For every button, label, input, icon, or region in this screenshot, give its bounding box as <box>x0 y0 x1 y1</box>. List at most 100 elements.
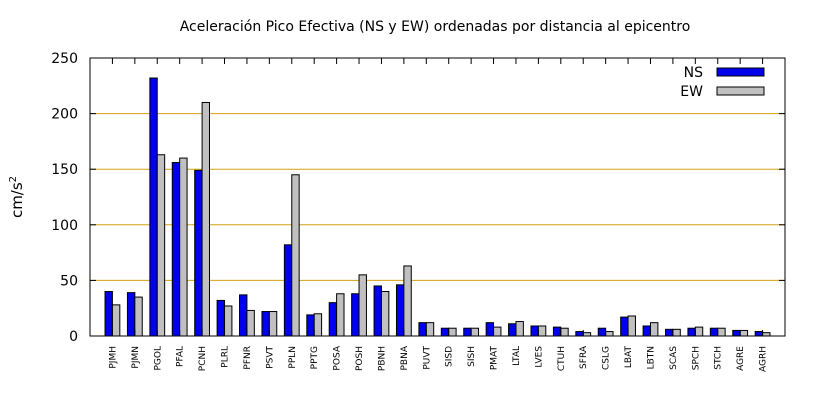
legend-swatch-ew <box>716 86 765 96</box>
x-category-label: PCNH <box>198 346 208 371</box>
bar-ew-puvt <box>425 322 435 337</box>
x-category-label: PFNR <box>243 346 253 370</box>
bar-ew-pjmn <box>134 296 143 337</box>
bar-ew-plrl <box>224 305 233 337</box>
x-category-label: SPCH <box>691 346 701 370</box>
x-category-label: STCH <box>714 346 724 370</box>
bar-ns-ctuh <box>552 326 562 337</box>
bar-ew-scas <box>672 328 681 337</box>
bar-ew-psvt <box>268 311 278 337</box>
bar-ns-pptg <box>306 314 315 337</box>
bar-ns-psvt <box>261 311 270 337</box>
bar-ns-sish <box>463 327 472 337</box>
legend-swatch-ns <box>716 67 765 77</box>
x-category-label: SISH <box>467 346 477 367</box>
bar-ns-stch <box>709 327 719 337</box>
bar-ns-posh <box>351 293 360 337</box>
bar-ew-pbnh <box>380 291 390 337</box>
bar-ns-pcnh <box>194 169 203 337</box>
x-category-label: SCAS <box>669 346 679 370</box>
bar-ew-spch <box>694 326 704 337</box>
x-category-label: LBTN <box>646 346 656 369</box>
x-category-label: PGOL <box>153 346 163 371</box>
bar-ew-pmat <box>493 326 502 337</box>
bar-ns-ppln <box>283 244 293 337</box>
bar-ns-lbtn <box>642 325 651 337</box>
bar-ew-lbat <box>627 315 636 337</box>
x-category-label: POSH <box>355 346 365 371</box>
x-category-label: LVES <box>534 346 544 368</box>
bar-ns-pfnr <box>239 294 248 337</box>
bar-ew-lbtn <box>649 322 659 337</box>
legend: NS EW <box>680 65 765 100</box>
x-category-label: PJMN <box>131 346 141 369</box>
x-category-label: LTAL <box>512 346 522 366</box>
x-category-label: PFAL <box>176 346 186 367</box>
y-tick-label: 0 <box>69 329 78 345</box>
bar-ns-spch <box>687 327 696 337</box>
x-category-label: LBAT <box>624 346 634 369</box>
bar-ew-lves <box>537 325 547 337</box>
bar-ns-puvt <box>418 322 427 337</box>
bar-ew-posh <box>358 274 367 337</box>
bar-ew-agrh <box>762 332 771 337</box>
bar-ew-agre <box>739 329 749 337</box>
x-category-label: AGRE <box>736 346 746 371</box>
bars <box>104 77 771 337</box>
bar-ns-pjmh <box>104 291 113 337</box>
bar-ns-plrl <box>216 299 226 337</box>
legend-label-ew: EW <box>680 84 703 100</box>
bar-ew-ltal <box>515 321 524 337</box>
bar-ns-pbna <box>395 284 405 337</box>
x-category-label: PLRL <box>221 346 231 368</box>
bar-ns-sisd <box>440 327 450 337</box>
y-axis-ticks: 0 50 100 150 200 250 <box>51 51 785 345</box>
bar-ew-ppln <box>291 174 300 337</box>
bar-ew-sisd <box>448 327 457 337</box>
legend-label-ns: NS <box>684 65 703 81</box>
bar-ns-agre <box>732 329 741 337</box>
bar-ns-lves <box>530 325 539 337</box>
x-category-label: PJMH <box>108 346 118 369</box>
x-category-label: PPLN <box>288 346 298 369</box>
bar-ns-pgol <box>149 77 158 337</box>
bar-ns-sfra <box>575 331 584 337</box>
bar-ew-pfal <box>179 157 188 337</box>
x-category-label: PSVT <box>265 346 275 369</box>
chart-title: Aceleración Pico Efectiva (NS y EW) orde… <box>180 19 691 35</box>
y-tick-label: 100 <box>51 218 78 234</box>
x-category-label: CTUH <box>557 346 567 371</box>
y-tick-label: 50 <box>60 273 78 289</box>
x-category-label: PBNH <box>377 346 387 371</box>
bar-ew-cslg <box>605 331 614 337</box>
x-category-label: PUVT <box>422 346 432 370</box>
y-tick-label: 250 <box>51 51 78 67</box>
y-tick-label: 150 <box>51 162 78 178</box>
bar-ew-pbna <box>403 265 412 337</box>
bar-ew-sfra <box>582 332 592 337</box>
x-category-label: PMAT <box>490 346 500 371</box>
bar-ew-pptg <box>313 313 323 337</box>
bar-ns-posa <box>328 302 338 337</box>
bar-ns-lbat <box>620 316 629 337</box>
bar-ns-pbnh <box>373 285 382 337</box>
bar-ns-ltal <box>508 323 517 337</box>
x-category-label: CSLG <box>602 346 612 370</box>
x-category-label: SISD <box>445 346 455 367</box>
x-axis-categories: PJMH PJMN PGOL PFAL PCNH PLRL PFNR PSVT PPLN PPTG… <box>108 58 769 372</box>
bar-ew-sish <box>470 327 480 337</box>
bar-ns-scas <box>665 328 674 337</box>
x-category-label: PBNA <box>400 345 410 370</box>
bar-ns-pfal <box>171 162 181 337</box>
bar-ew-ctuh <box>560 327 569 337</box>
y-axis-label: cm/s2 <box>8 176 26 218</box>
bar-ns-agrh <box>754 331 764 337</box>
bar-ns-pmat <box>485 322 495 337</box>
bar-ew-posa <box>336 293 345 337</box>
x-category-label: PPTG <box>310 346 320 369</box>
bar-ew-pcnh <box>201 101 210 337</box>
bar-ew-stch <box>717 327 726 337</box>
y-tick-label: 200 <box>51 107 78 123</box>
x-category-label: POSA <box>333 345 343 370</box>
